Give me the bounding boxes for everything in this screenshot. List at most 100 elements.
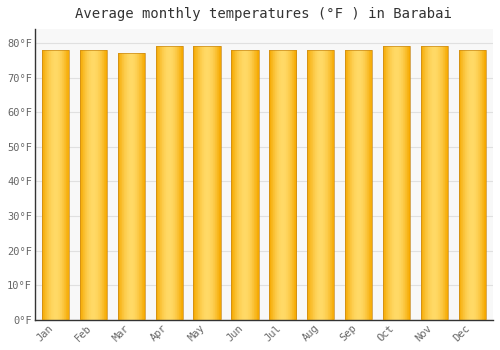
Bar	[140, 53, 141, 320]
Bar	[243, 50, 244, 320]
Bar	[278, 50, 280, 320]
Bar	[436, 46, 437, 320]
Bar	[395, 46, 396, 320]
Bar	[406, 46, 407, 320]
Bar	[105, 50, 106, 320]
Bar	[42, 50, 69, 320]
Bar	[477, 50, 478, 320]
Bar	[178, 46, 180, 320]
Bar	[232, 50, 258, 320]
Bar	[420, 46, 422, 320]
Bar	[253, 50, 254, 320]
Bar	[432, 46, 433, 320]
Bar	[444, 46, 446, 320]
Bar	[280, 50, 281, 320]
Bar	[157, 46, 158, 320]
Bar	[195, 46, 196, 320]
Bar	[84, 50, 86, 320]
Bar	[313, 50, 314, 320]
Bar	[462, 50, 463, 320]
Bar	[92, 50, 93, 320]
Bar	[430, 46, 431, 320]
Bar	[101, 50, 102, 320]
Bar	[333, 50, 334, 320]
Bar	[274, 50, 276, 320]
Bar	[161, 46, 162, 320]
Bar	[134, 53, 136, 320]
Bar	[123, 53, 124, 320]
Bar	[134, 53, 135, 320]
Bar	[61, 50, 62, 320]
Bar	[59, 50, 60, 320]
Bar	[314, 50, 316, 320]
Bar	[156, 46, 157, 320]
Bar	[276, 50, 278, 320]
Bar	[322, 50, 323, 320]
Bar	[385, 46, 386, 320]
Bar	[389, 46, 390, 320]
Bar	[196, 46, 197, 320]
Bar	[172, 46, 174, 320]
Bar	[106, 50, 107, 320]
Bar	[388, 46, 389, 320]
Bar	[171, 46, 172, 320]
Bar	[402, 46, 404, 320]
Bar	[426, 46, 427, 320]
Bar	[218, 46, 220, 320]
Bar	[159, 46, 160, 320]
Bar	[350, 50, 351, 320]
Bar	[48, 50, 50, 320]
Bar	[194, 46, 220, 320]
Bar	[194, 46, 195, 320]
Bar	[320, 50, 321, 320]
Bar	[428, 46, 429, 320]
Bar	[100, 50, 101, 320]
Bar	[348, 50, 349, 320]
Bar	[160, 46, 161, 320]
Bar	[324, 50, 325, 320]
Bar	[466, 50, 467, 320]
Bar	[470, 50, 471, 320]
Bar	[295, 50, 296, 320]
Bar	[176, 46, 177, 320]
Bar	[352, 50, 353, 320]
Bar	[169, 46, 170, 320]
Bar	[55, 50, 56, 320]
Bar	[354, 50, 356, 320]
Bar	[118, 53, 145, 320]
Bar	[460, 50, 462, 320]
Bar	[197, 46, 198, 320]
Bar	[442, 46, 444, 320]
Bar	[99, 50, 100, 320]
Bar	[427, 46, 428, 320]
Bar	[127, 53, 128, 320]
Bar	[83, 50, 84, 320]
Bar	[143, 53, 144, 320]
Bar	[368, 50, 369, 320]
Bar	[396, 46, 397, 320]
Bar	[162, 46, 163, 320]
Bar	[251, 50, 252, 320]
Bar	[141, 53, 142, 320]
Bar	[158, 46, 159, 320]
Bar	[126, 53, 128, 320]
Bar	[467, 50, 468, 320]
Bar	[358, 50, 360, 320]
Bar	[485, 50, 486, 320]
Bar	[328, 50, 329, 320]
Bar	[360, 50, 362, 320]
Bar	[272, 50, 274, 320]
Bar	[256, 50, 258, 320]
Bar	[242, 50, 243, 320]
Bar	[58, 50, 59, 320]
Bar	[404, 46, 406, 320]
Bar	[130, 53, 132, 320]
Bar	[307, 50, 308, 320]
Bar	[364, 50, 366, 320]
Bar	[246, 50, 247, 320]
Bar	[309, 50, 310, 320]
Bar	[156, 46, 183, 320]
Bar	[443, 46, 444, 320]
Bar	[278, 50, 279, 320]
Bar	[318, 50, 320, 320]
